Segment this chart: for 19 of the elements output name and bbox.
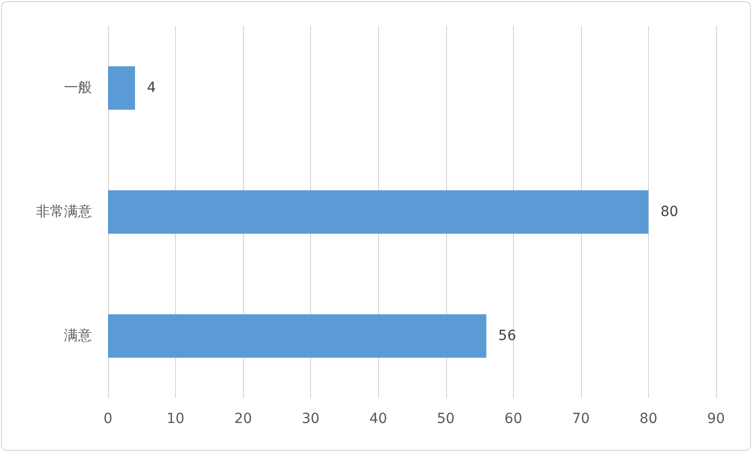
x-tick-label: 30 [302, 411, 320, 427]
bar [108, 314, 486, 358]
y-tick-label: 一般 [64, 80, 92, 96]
data-label: 80 [660, 204, 678, 220]
x-tick-label: 50 [436, 411, 455, 427]
x-tick-label: 20 [234, 411, 252, 427]
bar [108, 66, 136, 110]
data-label: 56 [498, 328, 516, 344]
x-tick-label: 10 [166, 411, 184, 427]
bar [108, 190, 648, 234]
x-tick-label: 70 [572, 411, 590, 427]
x-tick-label: 60 [504, 411, 522, 427]
y-tick-label: 非常满意 [36, 204, 92, 220]
x-tick-label: 0 [104, 411, 112, 427]
data-label: 4 [147, 80, 156, 96]
x-tick-label: 40 [369, 411, 388, 427]
x-tick-label: 80 [640, 411, 658, 427]
x-tick-label: 90 [707, 411, 725, 427]
y-tick-label: 满意 [64, 328, 92, 344]
